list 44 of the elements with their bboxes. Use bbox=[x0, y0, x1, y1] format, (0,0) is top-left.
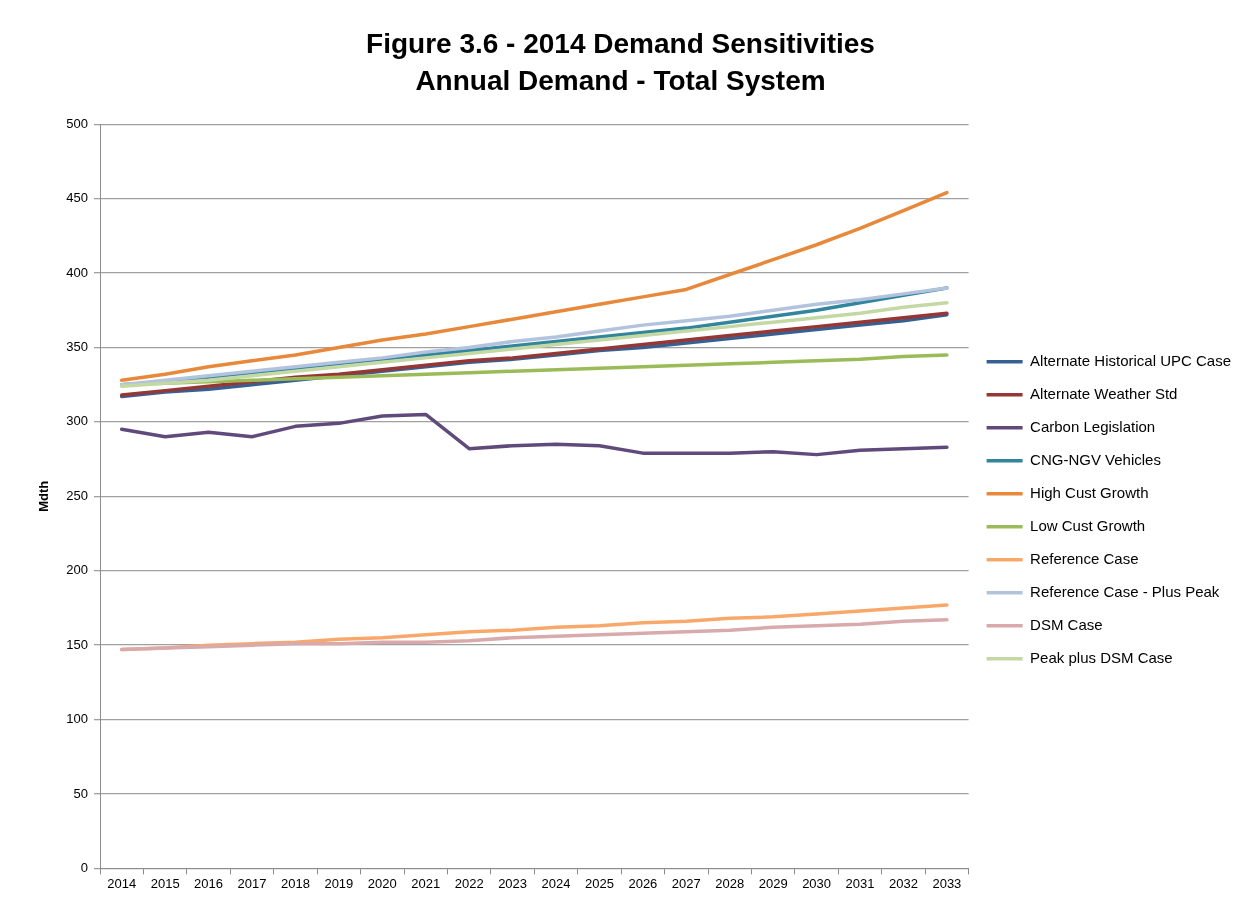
chart-title: Figure 3.6 - 2014 Demand Sensitivities bbox=[366, 27, 875, 59]
y-tick-label: 500 bbox=[66, 115, 88, 131]
y-tick-label: 250 bbox=[66, 487, 88, 503]
x-tick-label: 2025 bbox=[584, 875, 614, 891]
x-tick-label: 2014 bbox=[107, 875, 137, 891]
y-tick-label: 350 bbox=[66, 339, 88, 355]
chart-subtitle: Annual Demand - Total System bbox=[415, 65, 826, 97]
legend-label: High Cust Growth bbox=[1030, 483, 1149, 501]
x-tick-label: 2033 bbox=[932, 875, 962, 891]
x-tick-label: 2015 bbox=[150, 875, 180, 891]
x-tick-label: 2019 bbox=[324, 875, 354, 891]
x-tick-label: 2026 bbox=[628, 875, 658, 891]
y-tick-label: 200 bbox=[66, 562, 88, 578]
legend-label: DSM Case bbox=[1030, 615, 1103, 633]
x-tick-label: 2016 bbox=[194, 875, 224, 891]
x-tick-label: 2020 bbox=[367, 875, 397, 891]
legend-label: Reference Case - Plus Peak bbox=[1030, 582, 1220, 600]
x-tick-label: 2021 bbox=[411, 875, 441, 891]
legend-label: Peak plus DSM Case bbox=[1030, 648, 1173, 666]
x-tick-label: 2024 bbox=[541, 875, 571, 891]
y-tick-label: 50 bbox=[73, 785, 88, 801]
x-tick-label: 2027 bbox=[671, 875, 701, 891]
legend-label: Alternate Historical UPC Case bbox=[1030, 351, 1231, 369]
y-tick-label: 100 bbox=[66, 711, 88, 727]
legend-label: CNG-NGV Vehicles bbox=[1030, 450, 1161, 468]
x-tick-label: 2031 bbox=[845, 875, 875, 891]
y-axis-title: Mdth bbox=[36, 480, 52, 512]
y-tick-label: 300 bbox=[66, 413, 88, 429]
y-tick-label: 400 bbox=[66, 264, 88, 280]
legend-label: Low Cust Growth bbox=[1030, 516, 1146, 534]
y-tick-label: 450 bbox=[66, 190, 88, 206]
x-tick-label: 2032 bbox=[888, 875, 918, 891]
y-tick-label: 0 bbox=[80, 859, 88, 875]
y-tick-label: 150 bbox=[66, 636, 88, 652]
x-tick-label: 2018 bbox=[280, 875, 310, 891]
legend-label: Reference Case bbox=[1030, 549, 1139, 567]
x-tick-label: 2030 bbox=[802, 875, 832, 891]
x-tick-label: 2029 bbox=[758, 875, 788, 891]
x-tick-label: 2017 bbox=[237, 875, 267, 891]
x-tick-label: 2023 bbox=[498, 875, 528, 891]
legend-label: Alternate Weather Std bbox=[1030, 384, 1178, 402]
x-tick-label: 2022 bbox=[454, 875, 484, 891]
legend-label: Carbon Legislation bbox=[1030, 417, 1156, 435]
x-tick-label: 2028 bbox=[715, 875, 745, 891]
